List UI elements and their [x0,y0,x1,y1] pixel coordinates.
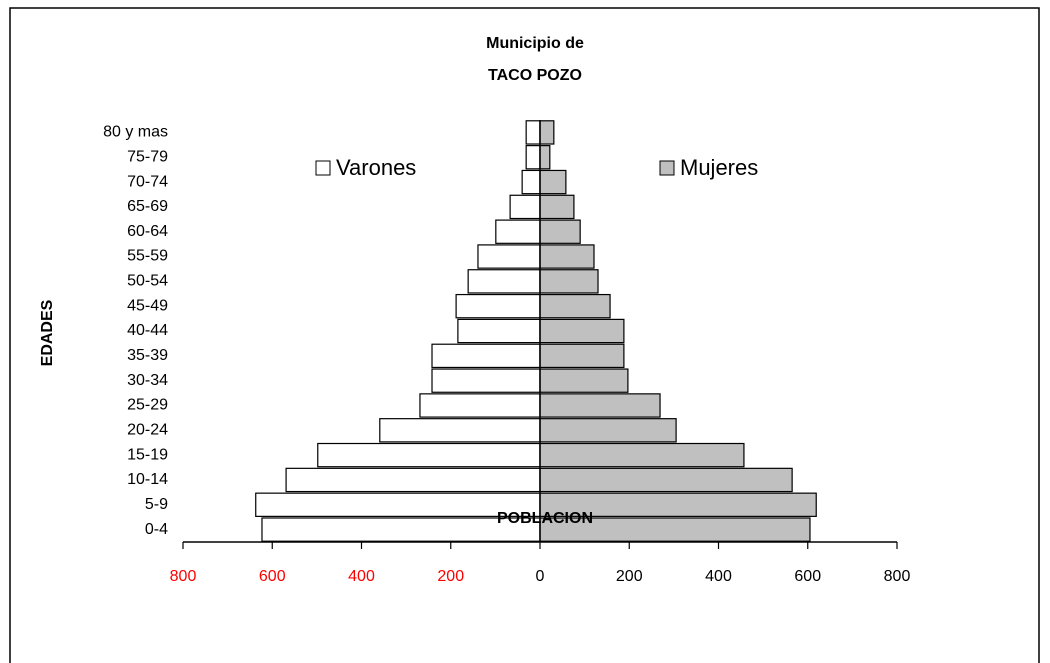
bar [467,269,541,294]
y-tick-label: 55-59 [127,248,168,265]
x-tick-label: 200 [616,568,643,585]
x-tick-label: 800 [170,568,197,585]
bar [431,368,541,393]
bar [379,418,541,443]
bar [539,219,581,244]
bar [539,368,629,393]
y-tick-label: 80 y mas [103,124,168,141]
y-tick-label: 30-34 [127,372,168,389]
bar [495,219,541,244]
bar [539,343,625,369]
x-tick-label: 200 [437,568,464,585]
bar [431,343,541,369]
bar [539,194,575,220]
y-axis-label: EDADES [39,299,56,366]
legend-swatch [315,160,331,176]
x-tick-label: 600 [794,568,821,585]
bar [539,169,567,195]
y-tick-label: 70-74 [127,173,168,190]
y-tick-label: 60-64 [127,223,168,240]
legend-swatch [659,160,675,176]
bar [539,467,793,493]
bar [539,244,595,269]
legend-label: Mujeres [680,155,758,180]
y-tick-label: 35-39 [127,347,168,364]
bar [525,145,541,170]
bar [477,244,541,269]
bar [539,145,551,170]
bar [539,318,625,344]
y-tick-label: 0-4 [145,521,168,538]
bar [539,393,661,418]
bar [521,169,541,195]
x-tick-label: 400 [348,568,375,585]
bar [539,120,555,145]
bar [525,120,541,145]
legend-label: Varones [336,155,416,180]
y-tick-label: 50-54 [127,273,168,290]
bar [539,293,611,319]
y-tick-label: 40-44 [127,322,168,339]
bar [509,194,541,220]
bar [455,293,541,319]
bar [317,442,541,468]
y-tick-label: 45-49 [127,297,168,314]
y-tick-label: 25-29 [127,397,168,414]
y-tick-label: 5-9 [145,496,168,513]
x-tick-label: 400 [705,568,732,585]
y-tick-label: 10-14 [127,471,168,488]
y-tick-label: 20-24 [127,422,168,439]
bar [457,318,541,344]
x-tick-label: 800 [884,568,911,585]
x-tick-label: 0 [536,568,545,585]
chart-subtitle: TACO POZO [488,67,582,84]
bar [539,442,745,468]
x-tick-label: 600 [259,568,286,585]
bar [539,418,677,443]
chart-title: Municipio de [486,35,584,52]
y-tick-label: 65-69 [127,198,168,215]
bar [539,269,599,294]
x-axis-label: POBLACION [497,510,593,527]
bar [419,393,541,418]
y-tick-label: 15-19 [127,446,168,463]
y-tick-label: 75-79 [127,148,168,165]
bar [285,467,541,493]
